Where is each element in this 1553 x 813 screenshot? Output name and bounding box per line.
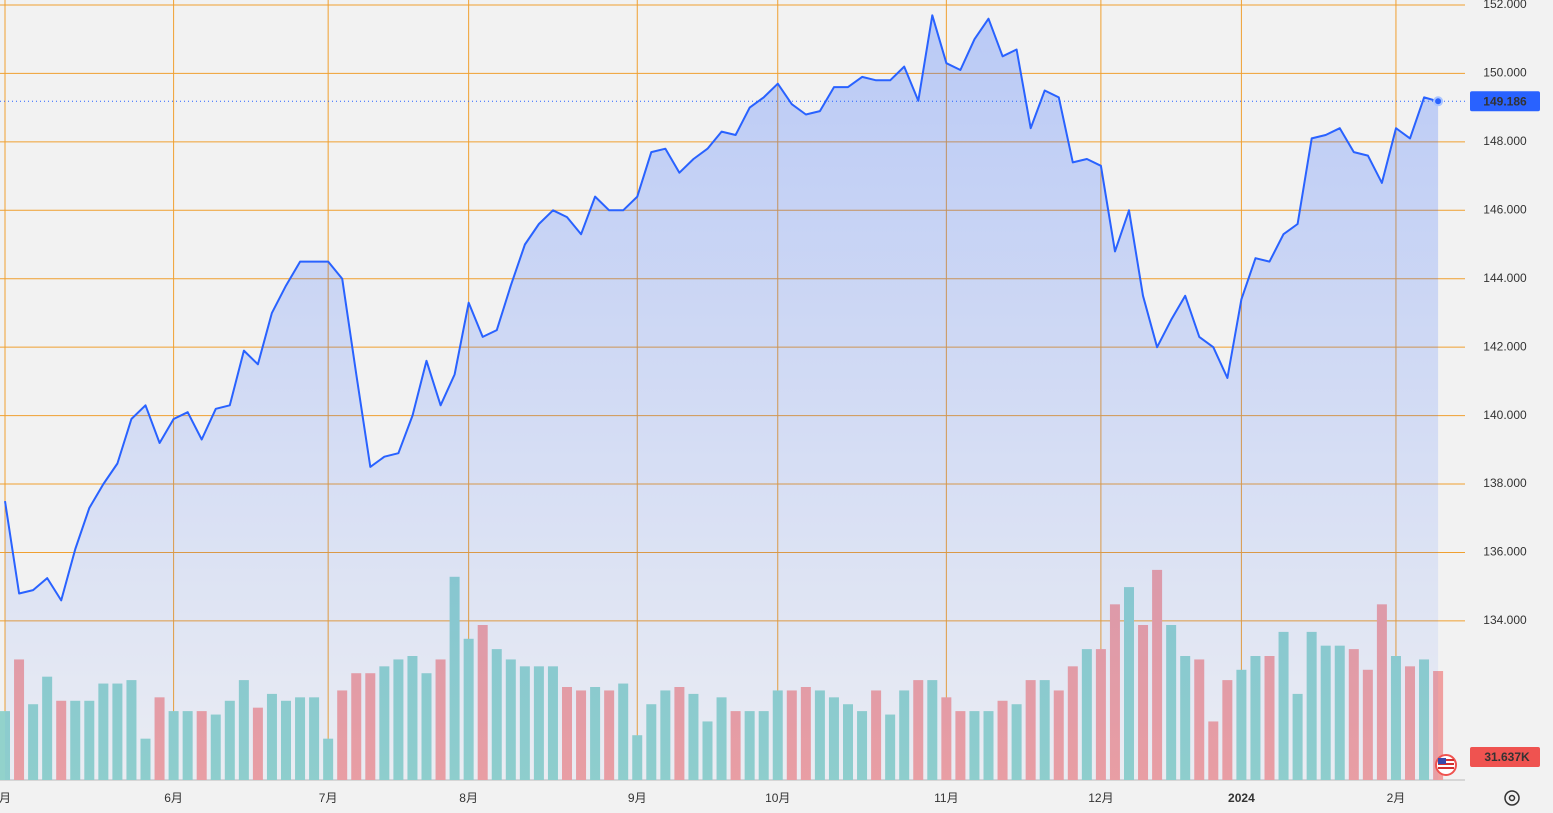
y-tick-label: 136.000 [1483,545,1527,559]
y-tick-label: 142.000 [1483,339,1527,353]
x-tick-label: 9月 [628,791,647,805]
y-tick-label: 140.000 [1483,408,1527,422]
y-tick-label: 146.000 [1483,202,1527,216]
x-tick-label: 12月 [1088,791,1113,805]
x-tick-label: 月 [0,791,11,805]
flag-canton [1438,758,1446,764]
gear[interactable] [1504,790,1520,806]
y-tick-label: 152.000 [1483,0,1527,11]
y-tick-label: 150.000 [1483,66,1527,80]
x-tick-label: 7月 [319,791,338,805]
x-tick-label: 8月 [459,791,478,805]
y-tick-label: 138.000 [1483,476,1527,490]
last-price-label: 149.186 [1483,94,1527,108]
last-price-badge [1470,91,1540,112]
last-volume-label: 31.637K [1484,750,1530,764]
x-tick-label: 11月 [934,791,958,805]
x-tick-label: 2024 [1228,791,1255,805]
price-area [5,15,1439,781]
x-tick-label: 2月 [1387,791,1406,805]
y-tick-label: 144.000 [1483,271,1527,285]
gear-center[interactable] [1508,794,1516,802]
x-tick-label: 10月 [765,791,790,805]
settings-icon[interactable] [1504,790,1520,806]
last-volume-badge [1470,747,1540,767]
x-tick-label: 6月 [164,791,183,805]
y-tick-label: 134.000 [1483,613,1527,627]
currency-flag [1435,754,1457,776]
y-tick-label: 148.000 [1483,134,1527,148]
last-point [1433,96,1444,107]
price-line [4,14,1439,602]
